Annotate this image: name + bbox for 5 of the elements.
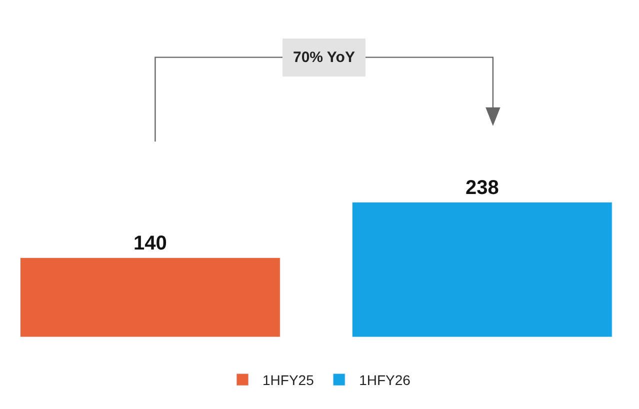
data-label: 238 [465, 177, 499, 200]
text: 70% YoY [293, 49, 355, 66]
legend-label: 1HFY25 [262, 372, 314, 388]
legend-label: 1HFY26 [359, 372, 411, 388]
data-label: 140 [134, 232, 167, 255]
